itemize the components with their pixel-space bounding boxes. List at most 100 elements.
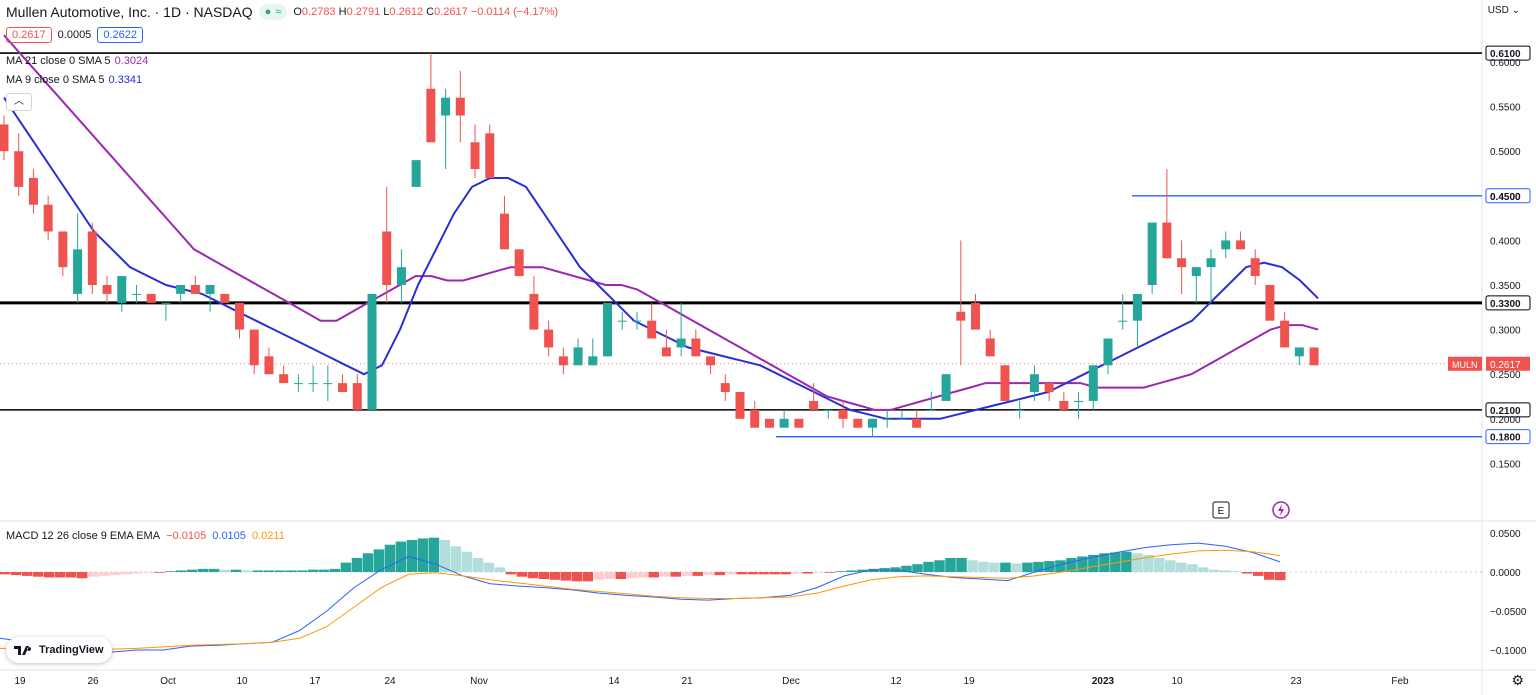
macd-histogram-bar xyxy=(219,569,231,572)
time-tick-label: 14 xyxy=(608,676,620,687)
candle-body xyxy=(882,418,892,420)
candle-body xyxy=(58,231,68,268)
ohlc-readout: O0.2783 H0.2791 L0.2612 C0.2617 −0.0114 … xyxy=(293,6,559,18)
ma9-legend[interactable]: MA 9 close 0 SMA 5 0.3341 xyxy=(6,74,143,86)
collapse-legend-button[interactable]: ︿ xyxy=(6,93,32,111)
macd-histogram-bar xyxy=(791,572,802,574)
settings-gear-icon[interactable]: ⚙ xyxy=(1511,672,1524,688)
macd-histogram-bar xyxy=(43,572,55,578)
macd-histogram-bar xyxy=(32,572,44,577)
macd-histogram-bar xyxy=(670,572,681,577)
macd-histogram-bar xyxy=(923,561,934,572)
macd-histogram-bar xyxy=(109,572,121,576)
macd-histogram-bar xyxy=(164,571,176,572)
earnings-marker xyxy=(1212,501,1230,519)
candle-body xyxy=(661,347,671,357)
candle-body xyxy=(499,213,509,250)
macd-histogram-bar xyxy=(1220,570,1231,572)
level-label: 0.2100 xyxy=(1490,406,1521,417)
candle-body xyxy=(308,383,318,385)
macd-histogram-bar xyxy=(593,572,605,580)
candle-body xyxy=(1162,222,1172,259)
candle-body xyxy=(1294,347,1304,357)
macd-histogram-bar xyxy=(1231,571,1242,572)
candle-body xyxy=(676,338,686,348)
symbol-title[interactable]: Mullen Automotive, Inc. · 1D · NASDAQ xyxy=(6,4,253,20)
candle-body xyxy=(102,285,112,294)
macd-histogram-bar xyxy=(208,568,220,572)
status-pill[interactable]: ● ≈ xyxy=(258,4,288,20)
price-tick-label: 0.5000 xyxy=(1490,147,1521,158)
macd-histogram-bar xyxy=(340,562,352,572)
bid-button[interactable]: 0.2617 xyxy=(6,27,52,43)
level-label: 0.6100 xyxy=(1490,49,1521,60)
ask-button[interactable]: 0.2622 xyxy=(97,27,143,43)
candle-body xyxy=(293,383,303,385)
candle-body xyxy=(1118,320,1128,322)
lightning-icon xyxy=(1278,504,1284,516)
candle-body xyxy=(1177,258,1187,268)
candle-body xyxy=(971,302,981,330)
candle-body xyxy=(1044,383,1054,393)
candle-body xyxy=(691,338,701,357)
macd-histogram-bar xyxy=(1044,561,1055,572)
macd-histogram-bar xyxy=(263,570,275,572)
macd-histogram-bar xyxy=(659,572,670,577)
last-price-box xyxy=(1486,356,1530,371)
macd-histogram-bar xyxy=(406,540,418,572)
macd-histogram-bar xyxy=(857,569,868,572)
macd-histogram-bar xyxy=(10,572,22,576)
macd-histogram-bar xyxy=(329,568,341,572)
macd-histogram-bar xyxy=(538,572,550,580)
macd-histogram-bar xyxy=(362,553,374,572)
level-label-box xyxy=(1485,45,1531,61)
macd-histogram-bar xyxy=(1143,554,1154,572)
candle-body xyxy=(28,177,38,205)
candle-body xyxy=(87,231,97,285)
tradingview-logo[interactable]: TradingView xyxy=(6,637,112,663)
macd-histogram-bar xyxy=(65,572,77,578)
candle-body xyxy=(912,418,922,428)
macd-histogram-bar xyxy=(1176,562,1187,572)
macd-histogram-bar xyxy=(1066,557,1077,572)
candle-body xyxy=(14,151,24,187)
candle-body xyxy=(897,418,907,420)
macd-histogram-bar xyxy=(197,568,209,572)
candle-body xyxy=(264,356,274,375)
candle-body xyxy=(809,400,819,410)
candle-body xyxy=(779,418,789,428)
candle-body xyxy=(956,311,966,321)
macd-tick-label: 0.0500 xyxy=(1490,529,1521,540)
candle-body xyxy=(617,320,627,322)
price-tick-label: 0.2000 xyxy=(1490,415,1521,426)
macd-histogram-bar xyxy=(945,557,956,572)
ma21-legend[interactable]: MA 21 close 0 SMA 5 0.3024 xyxy=(6,55,149,67)
time-tick-label: 17 xyxy=(309,676,321,687)
macd-histogram-bar xyxy=(285,570,297,572)
macd-histogram-bar xyxy=(978,561,989,572)
candle-body xyxy=(0,124,9,152)
level-label: 0.1800 xyxy=(1490,433,1521,444)
level-label-box xyxy=(1485,188,1531,204)
candle-body xyxy=(426,88,436,143)
candle-body xyxy=(735,392,745,419)
candle-body xyxy=(603,302,613,357)
macd-legend[interactable]: MACD 12 26 close 9 EMA EMA −0.0105 0.010… xyxy=(6,530,285,542)
macd-histogram-bar xyxy=(153,572,165,573)
macd-histogram-bar xyxy=(494,567,506,572)
macd-histogram-bar xyxy=(527,572,539,579)
macd-histogram-bar xyxy=(604,572,616,580)
macd-histogram-bar xyxy=(373,549,385,572)
time-tick-label: 10 xyxy=(1171,676,1183,687)
currency-select[interactable]: USD ⌄ xyxy=(1487,5,1520,16)
macd-histogram-bar xyxy=(1099,553,1110,572)
macd-histogram-bar xyxy=(890,567,901,572)
time-tick-label: 2023 xyxy=(1092,676,1115,687)
candle-body xyxy=(647,320,657,339)
time-tick-label: 24 xyxy=(384,676,396,687)
candle-body xyxy=(235,302,245,330)
macd-histogram-bar xyxy=(505,572,517,575)
macd-histogram-bar xyxy=(1022,562,1033,572)
